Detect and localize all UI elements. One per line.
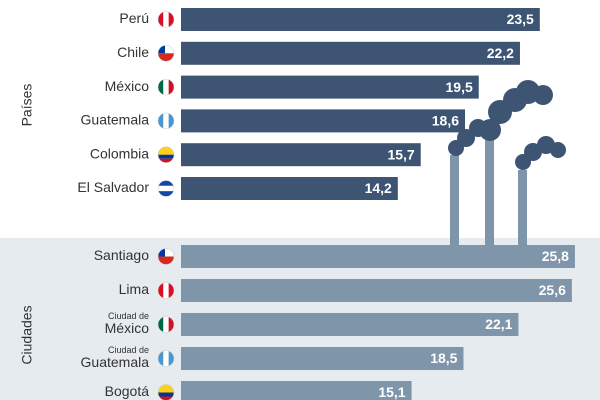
value-label: 23,5 [507,11,534,27]
category-label: Lima [119,281,150,297]
value-label: 19,5 [446,79,473,95]
flag-part [158,384,174,393]
flag-ring [157,45,175,62]
category-prefix: Ciudad de [108,345,149,355]
flag-ring [157,146,175,163]
bar [181,177,398,200]
category-label: Colombia [90,145,149,161]
flag-icon [157,350,175,367]
flag-part [168,112,174,129]
category-label: Bogotá [105,383,150,399]
flag-part [158,350,164,367]
flag-ring [157,248,175,265]
flag-ring [157,78,175,96]
flag-ring [157,316,175,333]
flag-part [158,154,174,159]
group-label: Países [19,84,35,127]
flag-ring [157,282,175,299]
category-label: Perú [119,10,149,26]
group-label: Ciudades [19,305,35,364]
flag-part [168,316,174,333]
flag-icon [157,45,175,62]
flag-part [158,45,165,54]
flag-icon [157,11,175,28]
bar [181,143,421,167]
flag-part [158,180,174,186]
flag-icon [157,78,175,96]
flag-part [163,316,169,333]
bar [181,8,540,31]
flag-part [158,248,165,257]
flag-part [158,11,164,28]
value-label: 25,8 [542,248,569,264]
category-label: México [105,78,150,94]
value-label: 14,2 [365,180,392,196]
flag-part [163,350,169,367]
bar [181,381,412,400]
category-label: Guatemala [81,354,150,370]
flag-part [158,191,174,197]
flag-icon [157,180,175,197]
category-prefix: Ciudad de [108,311,149,321]
factory-illustration [448,80,566,245]
flag-part [168,11,174,28]
flag-icon [157,282,175,299]
value-label: 15,7 [387,146,414,162]
flag-part [158,112,164,129]
value-label: 25,6 [539,282,566,298]
flag-icon [157,384,175,400]
category-label: Guatemala [81,112,150,128]
bar [181,245,575,268]
flag-part [158,185,174,192]
flag-ring [157,350,175,367]
bar [181,41,520,65]
category-label: El Salvador [77,179,149,195]
flag-part [163,282,169,299]
flag-ring [157,180,175,197]
flag-part [158,79,164,96]
value-label: 18,5 [430,350,457,366]
flag-icon [157,316,175,333]
bar [181,109,466,133]
value-label: 15,1 [378,384,405,400]
flag-part [163,112,169,129]
flag-part [168,282,174,299]
flag-part [158,256,174,265]
bar [181,75,479,99]
value-label: 22,1 [485,316,512,332]
value-label: 22,2 [487,45,514,61]
flag-part [158,146,174,155]
bar [181,279,572,302]
flag-part [158,396,174,400]
flag-icon [157,112,175,130]
flag-part [168,79,174,96]
flag-part [158,158,174,163]
flag-icon [157,146,175,163]
flag-part [158,282,164,299]
flag-ring [157,11,175,28]
category-label: México [105,320,150,336]
flag-part [158,248,174,257]
flag-part [168,350,174,367]
flag-part [158,392,174,397]
bar [181,313,519,336]
category-label: Santiago [94,247,149,263]
flag-icon [157,248,175,265]
flag-part [158,316,164,333]
flag-part [158,53,174,62]
flag-part [163,11,169,28]
category-label: Chile [117,44,149,60]
value-label: 18,6 [432,113,459,129]
flag-ring [157,112,175,130]
flag-part [163,79,169,96]
bar [181,347,464,370]
flag-part [158,45,174,54]
flag-ring [157,384,175,400]
